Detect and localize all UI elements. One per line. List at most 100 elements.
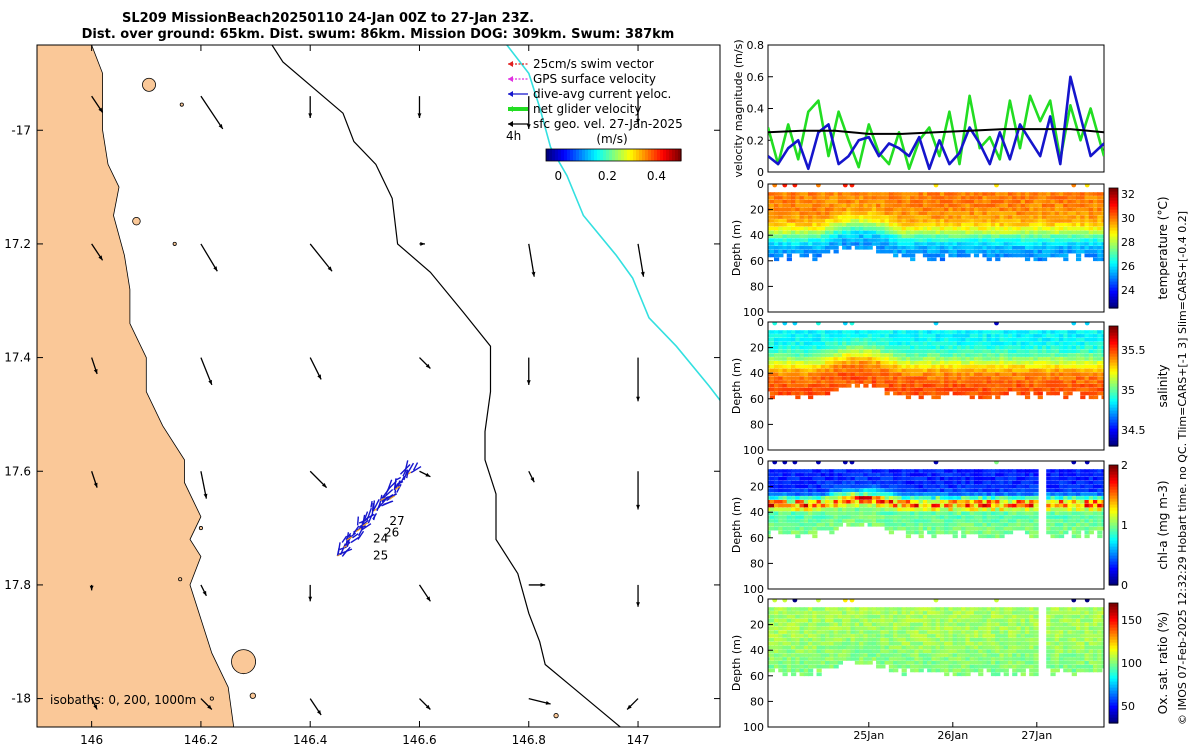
isobaths-label: isobaths: 0, 200, 1000m bbox=[50, 693, 196, 707]
section-cell bbox=[774, 330, 780, 334]
section-cell bbox=[1097, 222, 1103, 227]
section-cell bbox=[829, 337, 835, 342]
section-cell bbox=[1037, 387, 1043, 392]
section-cell bbox=[1084, 341, 1090, 346]
section-cell bbox=[918, 480, 924, 485]
section-cell bbox=[863, 203, 869, 208]
section-cell bbox=[1020, 492, 1026, 496]
section-cell bbox=[871, 226, 878, 231]
section-cell bbox=[982, 473, 988, 477]
legend-label: dive-avg current veloc. bbox=[533, 87, 671, 101]
section-cell bbox=[918, 215, 924, 219]
section-cell bbox=[774, 492, 780, 496]
section-cell bbox=[956, 507, 963, 512]
section-cell bbox=[1033, 387, 1039, 392]
section-cell bbox=[961, 530, 967, 535]
section-cell bbox=[768, 349, 771, 354]
section-cell bbox=[978, 523, 984, 527]
section-cell bbox=[786, 630, 792, 634]
section-cell bbox=[846, 196, 852, 200]
section-cell bbox=[833, 219, 839, 223]
section-cell bbox=[905, 345, 912, 350]
section-cell bbox=[1003, 503, 1009, 508]
section-cell bbox=[939, 230, 946, 235]
section-cell bbox=[782, 391, 788, 396]
section-cell bbox=[1041, 242, 1048, 246]
section-cell bbox=[812, 196, 818, 200]
section-cell bbox=[973, 496, 980, 500]
section-cell bbox=[799, 668, 805, 673]
section-cell bbox=[1041, 253, 1048, 258]
section-cell bbox=[922, 480, 929, 485]
section-cell bbox=[803, 649, 809, 654]
section-cell bbox=[1058, 246, 1065, 250]
section-cell bbox=[850, 523, 856, 527]
section-cell bbox=[914, 368, 920, 373]
section-cell bbox=[939, 360, 946, 365]
section-cell bbox=[1075, 499, 1082, 504]
section-cell bbox=[952, 234, 958, 239]
section-cell bbox=[1063, 199, 1069, 204]
section-cell bbox=[1016, 226, 1022, 231]
section-cell bbox=[927, 503, 933, 508]
section-cell bbox=[1067, 357, 1073, 361]
section-cell bbox=[1024, 253, 1031, 258]
section-cell bbox=[803, 203, 809, 208]
section-cell bbox=[935, 199, 941, 204]
section-cell bbox=[1063, 492, 1069, 496]
section-cell bbox=[816, 353, 822, 357]
section-cell bbox=[1101, 511, 1104, 516]
section-cell bbox=[990, 368, 997, 373]
section-cell bbox=[808, 530, 814, 535]
section-cell bbox=[837, 469, 844, 473]
section-cell bbox=[939, 234, 946, 239]
section-cell bbox=[1012, 226, 1018, 231]
section-cell bbox=[850, 607, 856, 611]
section-cell bbox=[768, 503, 771, 508]
section-cell bbox=[1003, 499, 1009, 504]
section-cell bbox=[778, 622, 784, 627]
section-cell bbox=[956, 488, 963, 493]
section-cell bbox=[1054, 219, 1060, 223]
section-cell bbox=[1003, 523, 1009, 527]
section-cell bbox=[782, 368, 788, 373]
section-cell bbox=[1029, 215, 1035, 219]
section-cell bbox=[910, 499, 916, 504]
section-cell bbox=[939, 337, 946, 342]
section-cell bbox=[901, 626, 907, 631]
legend-swatch-head bbox=[508, 91, 513, 97]
section-cell bbox=[782, 622, 788, 627]
colorbar-cell bbox=[624, 149, 628, 161]
section-cell bbox=[820, 661, 826, 665]
section-cell bbox=[854, 222, 861, 227]
colorbar-cell bbox=[606, 149, 610, 161]
section-cell bbox=[1058, 230, 1065, 235]
section-cell bbox=[969, 376, 975, 380]
section-cell bbox=[816, 230, 822, 235]
section-cell bbox=[905, 395, 912, 400]
section-cell bbox=[978, 496, 984, 500]
section-cell bbox=[1101, 526, 1104, 531]
section-cell bbox=[791, 357, 797, 361]
section-cell bbox=[1046, 364, 1052, 369]
section-cell bbox=[1075, 249, 1082, 254]
section-cell bbox=[863, 480, 869, 485]
section-cell bbox=[803, 484, 809, 489]
section-cell bbox=[982, 249, 988, 254]
section-cell bbox=[888, 473, 895, 477]
section-colorbar-tick-label: 2 bbox=[1121, 459, 1128, 472]
section-cell bbox=[999, 488, 1005, 493]
section-cell bbox=[884, 476, 890, 481]
section-cell bbox=[825, 372, 831, 377]
section-cell bbox=[1063, 334, 1069, 338]
legend-swatch-head bbox=[508, 106, 513, 112]
track-day-label: 24 bbox=[373, 531, 388, 545]
section-cell bbox=[829, 372, 835, 377]
section-colorbar-cell bbox=[1109, 278, 1118, 282]
section-cell bbox=[816, 469, 822, 473]
section-cell bbox=[1084, 196, 1090, 200]
section-cell bbox=[905, 234, 912, 239]
section-cell bbox=[901, 653, 907, 657]
section-cell bbox=[1054, 222, 1060, 227]
